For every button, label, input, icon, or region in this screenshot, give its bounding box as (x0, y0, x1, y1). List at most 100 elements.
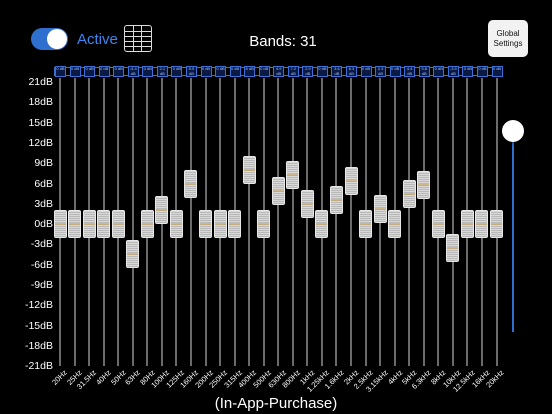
db-label: -9dB (30, 279, 53, 291)
band-value-cell: 0 dB (433, 66, 445, 77)
band-slider-handle[interactable] (140, 210, 154, 239)
band-slider-handle[interactable] (242, 155, 256, 184)
band-slider-handle[interactable] (82, 210, 96, 239)
band-slider-track[interactable] (306, 78, 309, 366)
band-slider-handle[interactable] (68, 210, 82, 239)
band-slider-handle[interactable] (97, 210, 111, 239)
band-slider-handle[interactable] (286, 161, 300, 190)
band-slider-handle[interactable] (490, 210, 503, 239)
band-value-cell: 0 dB (200, 66, 212, 77)
band-slider-handle[interactable] (111, 210, 125, 239)
db-label: -6dB (30, 258, 53, 271)
band-slider-track[interactable] (131, 78, 134, 366)
band-slider-handle[interactable] (431, 210, 445, 239)
band-slider-track[interactable] (335, 78, 338, 366)
band-slider-track[interactable] (248, 78, 251, 366)
handle-center-mark (243, 168, 255, 171)
band-value-cell: 2.3 dB (375, 66, 387, 77)
band-value-cell: 5.9 dB (185, 66, 197, 77)
band-value-cell: 0 dB (113, 66, 125, 77)
band-slider-handle[interactable] (300, 190, 314, 219)
active-toggle[interactable] (31, 28, 68, 50)
band-slider-handle[interactable] (388, 210, 402, 239)
db-label: -3dB (30, 238, 53, 251)
band-slider-handle[interactable] (344, 167, 358, 196)
band-value-cell: 0 dB (491, 66, 503, 77)
in-app-purchase-label: (In-App-Purchase) (214, 395, 338, 412)
active-label: Active (77, 31, 118, 48)
band-value-cell: 5.8 dB (418, 66, 430, 77)
band-slider-track[interactable] (408, 78, 411, 366)
handle-center-mark (156, 208, 168, 211)
grid-view-icon[interactable] (124, 25, 152, 52)
band-slider-handle[interactable] (417, 170, 431, 199)
band-slider-handle[interactable] (271, 176, 285, 205)
band-value-cell: 6.3 dB (346, 66, 357, 77)
db-label: -12dB (24, 299, 53, 312)
handle-center-mark (403, 193, 415, 196)
band-slider-handle[interactable] (169, 210, 183, 239)
handle-center-mark (127, 252, 139, 255)
global-settings-line1: Global (496, 28, 520, 38)
band-value-cell: 0 dB (142, 66, 154, 77)
band-slider-track[interactable] (422, 78, 425, 366)
band-slider-handle[interactable] (213, 210, 227, 239)
band-value-cell: 7.2 dB (287, 66, 299, 77)
handle-center-mark (272, 189, 284, 192)
handle-center-mark (214, 223, 226, 226)
db-label: -18dB (24, 339, 53, 352)
band-slider-handle[interactable] (402, 180, 416, 209)
band-value-cell: 8 dB (244, 66, 256, 77)
band-value-cell: -3.5 dB (447, 66, 459, 77)
bands-label: Bands: (249, 33, 296, 50)
band-slider-handle[interactable] (446, 233, 460, 262)
band-slider-track[interactable] (350, 78, 352, 366)
band-slider-handle[interactable] (53, 210, 67, 239)
handle-center-mark (170, 223, 182, 226)
band-value-cell: 2.1 dB (156, 66, 168, 77)
band-slider-track[interactable] (189, 78, 192, 366)
db-label: 12dB (28, 136, 53, 149)
band-slider-handle[interactable] (184, 170, 198, 199)
band-value-cell: 0 dB (316, 66, 328, 77)
band-value-cell: 0 dB (215, 66, 227, 77)
db-label: -21dB (24, 360, 53, 373)
handle-center-mark (374, 207, 386, 210)
handle-center-mark (360, 223, 372, 226)
band-slider-handle[interactable] (257, 210, 271, 239)
preamp-knob[interactable] (502, 120, 524, 142)
band-slider-handle[interactable] (460, 210, 474, 239)
band-slider-handle[interactable] (315, 210, 329, 239)
db-label: 0dB (34, 218, 53, 231)
band-value-cell: 0 dB (360, 66, 372, 77)
handle-center-mark (229, 223, 241, 226)
band-slider-handle[interactable] (373, 194, 387, 223)
band-value-cell: 4.4 dB (404, 66, 416, 77)
handle-center-mark (301, 203, 313, 206)
band-slider-handle[interactable] (228, 210, 242, 239)
band-slider-handle[interactable] (199, 210, 212, 239)
band-slider-track[interactable] (451, 78, 454, 366)
handle-center-mark (389, 223, 401, 226)
band-value-cell: 0 dB (98, 66, 110, 77)
db-label: 9dB (34, 157, 53, 170)
band-slider-handle[interactable] (359, 210, 373, 239)
band-slider-handle[interactable] (475, 210, 489, 239)
band-value-cell: 0 dB (229, 66, 241, 77)
band-slider-handle[interactable] (155, 195, 169, 224)
preamp-track[interactable] (512, 132, 514, 332)
band-slider-track[interactable] (291, 78, 294, 366)
global-settings-button[interactable]: Global Settings (488, 20, 528, 57)
bands-count: Bands: 31 (0, 33, 552, 50)
db-label: 15dB (28, 116, 53, 129)
band-slider-handle[interactable] (329, 185, 343, 214)
handle-center-mark (98, 223, 110, 226)
band-value-cell: 0 dB (389, 66, 401, 77)
band-slider-handle[interactable] (126, 239, 140, 268)
band-slider-track[interactable] (277, 78, 280, 366)
handle-center-mark (69, 223, 81, 226)
band-value-cell: 0 dB (476, 66, 488, 77)
band-value-cell: -4.4 dB (127, 66, 139, 77)
band-value-cell: 3.6 dB (331, 66, 343, 77)
handle-center-mark (461, 223, 473, 226)
